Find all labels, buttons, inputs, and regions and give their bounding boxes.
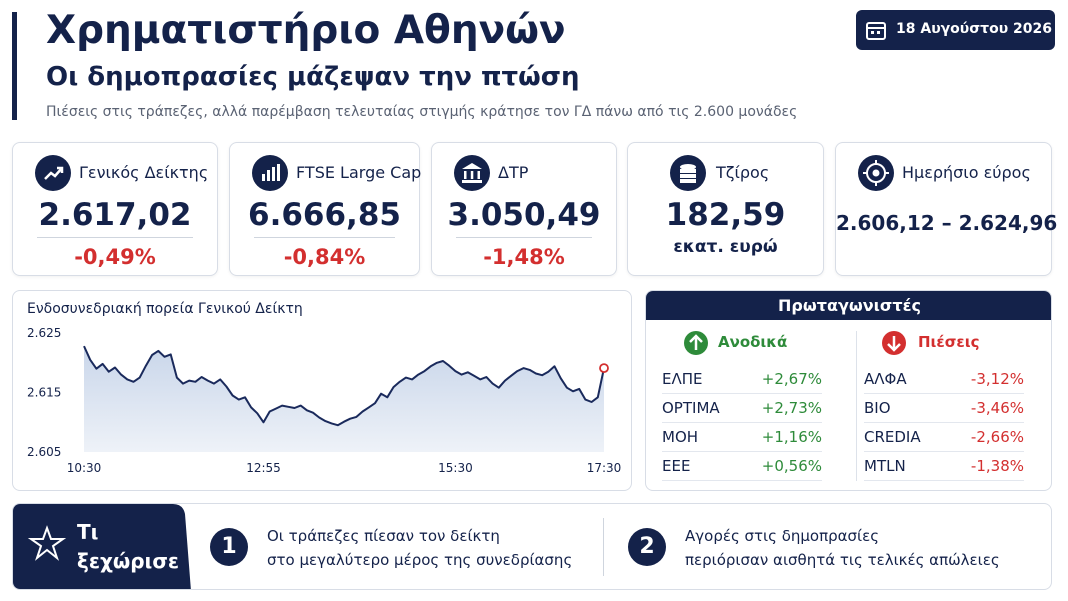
mover-name: ΕΛΠΕ <box>662 370 703 388</box>
mover-change: -1,38% <box>970 457 1024 475</box>
end-marker <box>599 363 609 374</box>
divider <box>254 237 395 238</box>
highlights-title: Τι ξεχώρισε <box>77 520 180 573</box>
x-tick-label: 15:30 <box>438 461 473 475</box>
highlights-panel: Τι ξεχώρισε 1 Οι τράπεζες πίεσαν τον δεί… <box>12 503 1052 590</box>
card-value: 2.606,12 – 2.624,96 <box>836 211 1058 235</box>
highlights-tab <box>13 504 191 589</box>
card-label: Τζίρος <box>716 163 770 182</box>
divider <box>37 237 193 238</box>
down-icon <box>882 331 906 355</box>
card-value: 2.617,02 <box>38 197 192 233</box>
x-tick-label: 10:30 <box>67 461 102 475</box>
x-tick-label: 17:30 <box>587 461 622 475</box>
item-line: Οι τράπεζες πίεσαν τον δείκτη <box>267 527 500 545</box>
mover-change: -2,66% <box>970 428 1024 446</box>
card-label: Γενικός Δείκτης <box>79 163 209 182</box>
card-label: FTSE Large Cap <box>296 163 422 182</box>
card-value: 6.666,85 <box>248 197 401 233</box>
up-icon <box>684 331 708 355</box>
card-value: 182,59 <box>665 197 786 233</box>
calendar-icon <box>866 22 886 40</box>
card: Τζίρος 182,59 εκατ. ευρώ <box>627 142 824 276</box>
mover-name: ΜΟΗ <box>662 428 699 446</box>
card: ΔΤΡ 3.050,49 -1,48% <box>431 142 617 276</box>
card-label: ΔΤΡ <box>498 163 529 182</box>
area <box>84 346 604 452</box>
card-change: -0,49% <box>74 245 156 269</box>
mover-name: ΕΕΕ <box>662 457 691 475</box>
card: FTSE Large Cap 6.666,85 -0,84% <box>229 142 422 276</box>
movers-panel: Πρωταγωνιστές Ανοδικά Πιέσεις ΕΛΠΕ +2,67%… <box>645 290 1052 491</box>
mover-change: +2,67% <box>761 370 822 388</box>
description: Πιέσεις στις τράπεζες, αλλά παρέμβαση τε… <box>46 104 798 120</box>
item-number: 1 <box>210 528 248 566</box>
separator <box>856 331 857 481</box>
item-text: Οι τράπεζες πίεσαν τον δείκτη στο μεγαλύτ… <box>267 524 572 572</box>
item-line: Αγορές στις δημοπρασίες <box>685 527 880 545</box>
card-unit: εκατ. ευρώ <box>673 237 778 257</box>
separator <box>603 518 604 576</box>
y-tick-label: 2.605 <box>27 445 61 459</box>
icon <box>35 155 71 191</box>
item-line: περιόρισαν αισθητά τις τελικές απώλειες <box>685 551 1000 569</box>
mover-name: MTLN <box>864 457 906 475</box>
mover-change: +1,16% <box>761 428 822 446</box>
divider <box>456 237 592 238</box>
item-line: στο μεγαλύτερο μέρος της συνεδρίασης <box>267 551 573 569</box>
title: Χρηματιστήριο Αθηνών <box>46 8 566 53</box>
item-number: 2 <box>628 528 666 566</box>
accent-bar <box>12 12 17 120</box>
chart-panel: Ενδοσυνεδριακή πορεία Γενικού Δείκτη 2.6… <box>12 290 632 491</box>
icon <box>454 155 490 191</box>
mover-row: ΕΕΕ +0,56% <box>662 452 822 481</box>
mover-name: ΒΙΟ <box>864 399 891 417</box>
date: 18 Αυγούστου 2026 <box>896 21 1053 37</box>
mover-change: -3,12% <box>970 370 1024 388</box>
mover-row: ΒΙΟ -3,46% <box>864 394 1024 423</box>
card-change: -1,48% <box>483 245 565 269</box>
mover-change: +0,56% <box>761 457 822 475</box>
mover-row: ΟΡΤΙΜΑ +2,73% <box>662 394 822 423</box>
x-tick-label: 12:55 <box>246 461 281 475</box>
mover-row: CREDIA -2,66% <box>864 423 1024 452</box>
mover-row: ΜΟΗ +1,16% <box>662 423 822 452</box>
down-label: Πιέσεις <box>918 333 980 351</box>
mover-name: ΟΡΤΙΜΑ <box>662 399 720 417</box>
movers-title: Πρωταγωνιστές <box>646 291 1051 320</box>
mover-row: MTLN -1,38% <box>864 452 1024 481</box>
item-text: Αγορές στις δημοπρασίες περιόρισαν αισθητ… <box>685 524 1000 572</box>
mover-change: +2,73% <box>761 399 822 417</box>
y-tick-label: 2.615 <box>27 386 61 400</box>
icon <box>858 155 894 191</box>
y-tick-label: 2.625 <box>27 326 61 340</box>
line-chart: Ενδοσυνεδριακή πορεία Γενικού Δείκτη 2.6… <box>27 301 622 475</box>
date-badge: 18 Αυγούστου 2026 <box>856 10 1055 50</box>
card: Γενικός Δείκτης 2.617,02 -0,49% <box>12 142 218 276</box>
up-label: Ανοδικά <box>718 333 788 351</box>
mover-name: ΑΛΦΑ <box>864 370 907 388</box>
mover-change: -3,46% <box>970 399 1024 417</box>
icon <box>670 155 706 191</box>
chart-title: Ενδοσυνεδριακή πορεία Γενικού Δείκτη <box>27 301 303 317</box>
card-value: 3.050,49 <box>447 197 601 233</box>
card-change: -0,84% <box>283 245 366 269</box>
mover-name: CREDIA <box>864 428 921 446</box>
card-label: Ημερήσιο εύρος <box>902 163 1031 182</box>
subtitle: Οι δημοπρασίες μάζεψαν την πτώση <box>46 62 580 92</box>
mover-row: ΑΛΦΑ -3,12% <box>864 365 1024 394</box>
mover-row: ΕΛΠΕ +2,67% <box>662 365 822 394</box>
icon <box>252 155 288 191</box>
card: Ημερήσιο εύρος 2.606,12 – 2.624,96 <box>835 142 1058 276</box>
line <box>83 345 605 427</box>
